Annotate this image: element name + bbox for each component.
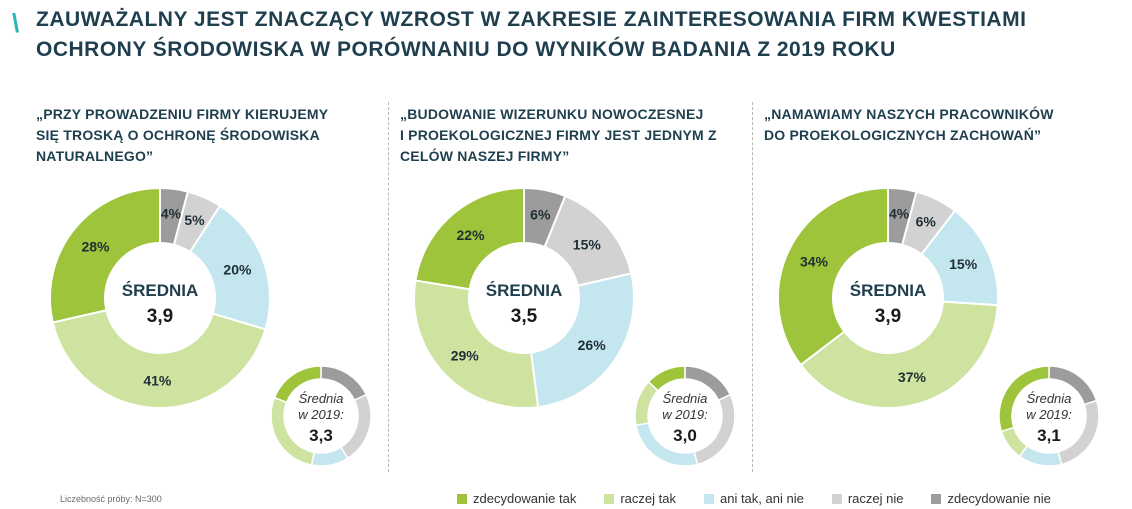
quote-line: „BUDOWANIE WIZERUNKU NOWOCZESNEJ [400, 106, 704, 122]
legend-label: raczej nie [847, 491, 904, 506]
panel-divider [388, 102, 389, 472]
slice-label: 15% [949, 256, 978, 272]
legend-label: zdecydowanie nie [947, 491, 1051, 506]
quote-line: I PROEKOLOGICZNEJ FIRMY JEST JEDNYM Z [400, 127, 717, 143]
legend-swatch [831, 493, 842, 504]
panel-divider [752, 102, 753, 472]
comparison-value: 3,3 [309, 426, 333, 445]
comparison-label: Średnia [299, 391, 344, 406]
slice-label: 6% [916, 214, 937, 230]
chart-legend: zdecydowanie tak raczej tak ani tak, ani… [457, 491, 1079, 506]
title-accent-icon: \ [12, 8, 20, 38]
main-slice [49, 186, 161, 324]
legend-swatch [604, 493, 615, 504]
slice-label: 20% [223, 262, 252, 278]
quote-line: „NAMAWIAMY NASZYCH PRACOWNIKÓW [764, 106, 1054, 122]
legend-item: zdecydowanie tak [457, 491, 576, 506]
slice-label: 15% [573, 237, 602, 253]
legend-swatch [703, 493, 714, 504]
legend-swatch [931, 493, 942, 504]
slice-label: 34% [800, 254, 829, 270]
comparison-2019-slice [339, 393, 372, 460]
page-title-line-2: OCHRONY ŚRODOWISKA W PORÓWNANIU DO WYNIK… [36, 38, 896, 61]
center-label: ŚREDNIA [122, 281, 199, 300]
quote-line: „PRZY PROWADZENIU FIRMY KIERUJEMY [36, 106, 329, 122]
comparison-2019-slice [310, 446, 349, 467]
comparison-label: w 2019: [1026, 407, 1072, 422]
quote-line: DO PROEKOLOGICZNYCH ZACHOWAŃ” [764, 127, 1042, 143]
center-value: 3,5 [511, 306, 538, 327]
comparison-label: w 2019: [298, 407, 344, 422]
legend-item: ani tak, ani nie [703, 491, 804, 506]
comparison-label: w 2019: [662, 407, 708, 422]
comparison-2019-slice [998, 365, 1050, 433]
comparison-value: 3,0 [673, 426, 697, 445]
legend-label: raczej tak [620, 491, 676, 506]
comparison-value: 3,1 [1037, 426, 1061, 445]
chart-quote: „BUDOWANIE WIZERUNKU NOWOCZESNEJ I PROEK… [400, 104, 740, 167]
chart-panel-3: „NAMAWIAMY NASZYCH PRACOWNIKÓW DO PROEKO… [764, 104, 1132, 474]
legend-item: zdecydowanie nie [931, 491, 1051, 506]
main-slice [529, 272, 635, 409]
main-slice [51, 309, 267, 409]
slice-label: 22% [457, 227, 486, 243]
center-value: 3,9 [875, 306, 901, 327]
quote-line: SIĘ TROSKĄ O OCHRONĘ ŚRODOWISKA [36, 127, 320, 143]
slice-label: 28% [81, 239, 110, 255]
chart-quote: „NAMAWIAMY NASZYCH PRACOWNIKÓW DO PROEKO… [764, 104, 1104, 146]
main-slice [777, 186, 889, 367]
comparison-2019-slice [1000, 426, 1029, 458]
main-slice [414, 186, 525, 291]
slice-label: 6% [530, 206, 551, 222]
sample-size-note: Liczebność próby: N=300 [60, 494, 162, 504]
legend-label: zdecydowanie tak [473, 491, 577, 506]
quote-line: CELÓW NASZEJ FIRMY” [400, 148, 570, 164]
main-slice [188, 204, 271, 331]
center-label: ŚREDNIA [850, 281, 927, 300]
main-slice [799, 300, 999, 409]
center-value: 3,9 [147, 306, 173, 327]
page-title-line-1: ZAUWAŻALNY JEST ZNACZĄCY WZROST W ZAKRES… [36, 8, 1027, 31]
center-label: ŚREDNIA [486, 281, 563, 300]
main-slice [413, 279, 540, 409]
slice-label: 29% [451, 347, 480, 363]
legend-item: raczej nie [831, 491, 904, 506]
slice-label: 5% [184, 212, 205, 228]
chart-panel-1: „PRZY PROWADZENIU FIRMY KIERUJEMY SIĘ TR… [36, 104, 406, 474]
slice-label: 37% [898, 369, 927, 385]
comparison-label: Średnia [1027, 391, 1072, 406]
quote-line: NATURALNEGO” [36, 148, 154, 164]
chart-quote: „PRZY PROWADZENIU FIRMY KIERUJEMY SIĘ TR… [36, 104, 376, 167]
comparison-label: Średnia [663, 391, 708, 406]
slice-label: 4% [161, 205, 182, 221]
slice-label: 41% [143, 372, 172, 388]
comparison-2019-slice [647, 365, 686, 392]
legend-item: raczej tak [604, 491, 676, 506]
slice-label: 4% [889, 205, 910, 221]
slice-label: 26% [578, 337, 607, 353]
comparison-2019-slice [273, 365, 322, 404]
chart-panel-2: „BUDOWANIE WIZERUNKU NOWOCZESNEJ I PROEK… [400, 104, 770, 474]
legend-label: ani tak, ani nie [719, 491, 804, 506]
legend-swatch [457, 493, 467, 504]
